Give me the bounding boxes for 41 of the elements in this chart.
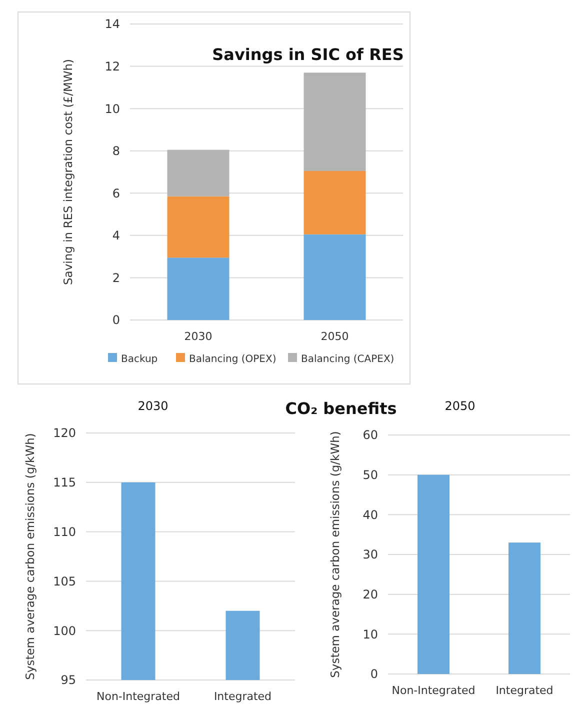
- y-tick-label: 95: [60, 673, 76, 688]
- x-tick-label: Integrated: [496, 684, 554, 697]
- y-tick-label: 14: [104, 17, 120, 32]
- x-tick-label: Non-Integrated: [392, 684, 476, 697]
- y-tick-label: 6: [112, 186, 120, 200]
- chart-title: 2050: [444, 399, 476, 413]
- y-tick-label: 0: [112, 313, 120, 328]
- text: CO₂ benefits: [285, 399, 397, 418]
- y-tick-label: 110: [53, 525, 76, 539]
- y-tick-label: 20: [362, 588, 378, 602]
- y-tick-label: 40: [362, 508, 378, 522]
- legend-label: Balancing (CAPEX): [301, 354, 394, 365]
- y-tick-label: 12: [104, 59, 120, 74]
- text: Savings in SIC of RES: [212, 45, 404, 64]
- y-tick-label: 4: [112, 228, 120, 243]
- y-tick-label: 0: [370, 667, 378, 682]
- y-tick-label: 60: [362, 428, 378, 442]
- y-tick-label: 10: [104, 102, 120, 116]
- y-axis-title: System average carbon emissions (g/kWh): [23, 433, 37, 680]
- y-axis-title: System average carbon emissions (g/kWh): [328, 431, 342, 678]
- y-axis-title: Saving in RES integration cost (£/MWh): [61, 58, 75, 286]
- bar: [304, 72, 366, 171]
- bar: [304, 234, 366, 320]
- y-tick-label: 8: [112, 144, 120, 158]
- bar: [167, 258, 230, 320]
- bar: [167, 196, 230, 258]
- x-tick-label: Non-Integrated: [96, 690, 180, 703]
- y-tick-label: 105: [53, 574, 76, 588]
- bar: [304, 170, 366, 234]
- y-tick-label: 100: [53, 624, 76, 638]
- y-tick-label: 30: [362, 548, 378, 562]
- y-tick-label: 120: [53, 426, 76, 440]
- y-tick-label: 10: [362, 627, 378, 642]
- x-tick-label: Integrated: [214, 690, 272, 703]
- y-tick-label: 2: [112, 270, 120, 285]
- legend-label: Backup: [121, 354, 158, 365]
- legend-label: Balancing (OPEX): [189, 354, 276, 365]
- y-tick-label: 115: [53, 476, 76, 490]
- y-tick-label: 50: [362, 468, 378, 482]
- chart-title: 2030: [138, 399, 168, 413]
- bar: [167, 150, 230, 196]
